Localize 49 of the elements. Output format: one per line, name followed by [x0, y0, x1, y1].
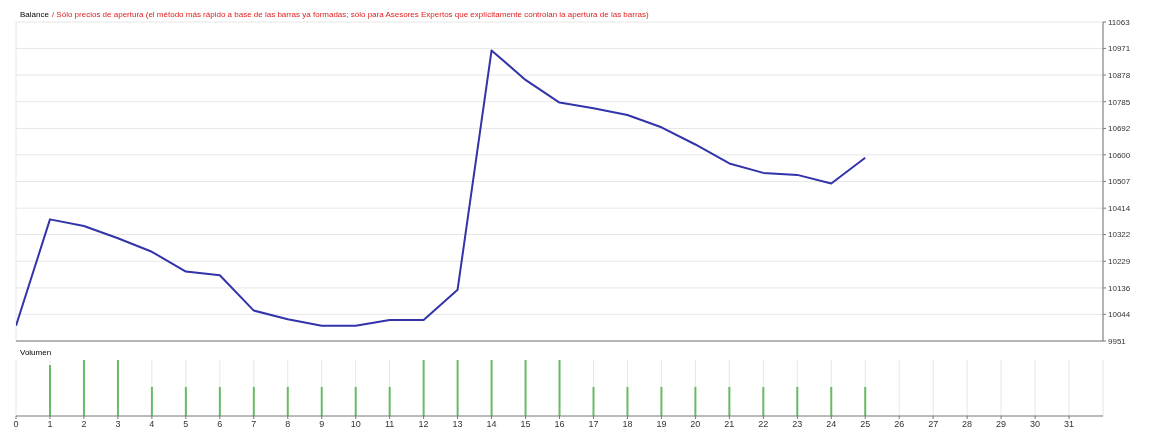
- x-tick-label: 1: [47, 419, 53, 430]
- x-tick-label: 17: [588, 419, 599, 430]
- chart-subtitle: / Sólo precios de apertura (el método más rápido a base de las barras ya formadas; sólo para Asesores Expertos que explícitamente controlan la apertura de las barras): [51, 10, 649, 19]
- y-tick-label: 10507: [1108, 177, 1131, 187]
- x-tick-label: 2: [81, 419, 87, 430]
- y-tick-label: 10878: [1108, 70, 1131, 80]
- x-tick-label: 31: [1064, 419, 1075, 430]
- y-tick-label: 10136: [1108, 283, 1131, 293]
- line-series: [16, 49, 867, 327]
- x-tick-label: 30: [1030, 419, 1041, 430]
- y-tick-label: 10229: [1108, 257, 1131, 267]
- y-tick-label: 9951: [1108, 336, 1127, 346]
- x-tick-label: 3: [115, 419, 121, 430]
- y-tick-label: 10322: [1108, 230, 1131, 240]
- x-tick-label: 18: [622, 419, 633, 430]
- y-tick-label: 10971: [1108, 44, 1131, 54]
- x-tick-label: 26: [894, 419, 905, 430]
- x-tick-label: 20: [690, 419, 701, 430]
- y-tick-label: 10785: [1108, 97, 1131, 107]
- x-tick-label: 19: [656, 419, 667, 430]
- x-tick-label: 7: [251, 419, 257, 430]
- x-tick-label: 29: [996, 419, 1007, 430]
- x-tick-label: 4: [149, 419, 155, 430]
- x-tick-label: 13: [452, 419, 463, 430]
- y-tick-label: 11063: [1108, 17, 1131, 27]
- y-tick-label: 10414: [1108, 204, 1131, 214]
- x-tick-label: 9: [319, 419, 325, 430]
- x-tick-label: 8: [285, 419, 291, 430]
- x-tick-label: 11: [384, 419, 395, 430]
- x-tick-label: 6: [217, 419, 223, 430]
- x-tick-label: 5: [183, 419, 189, 430]
- x-tick-label: 27: [928, 419, 939, 430]
- x-tick-label: 24: [826, 419, 837, 430]
- x-tick-label: 16: [554, 419, 565, 430]
- x-tick-label: 22: [758, 419, 769, 430]
- x-tick-label: 10: [350, 419, 361, 430]
- x-tick-label: 21: [724, 419, 735, 430]
- y-tick-label: 10600: [1108, 150, 1131, 160]
- chart-title: Balance: [20, 10, 49, 19]
- x-tick-label: 12: [418, 419, 429, 430]
- chart-title: Volumen: [20, 348, 52, 357]
- x-tick-label: 14: [486, 419, 497, 430]
- x-tick-label: 28: [962, 419, 973, 430]
- x-tick-label: 0: [13, 419, 19, 430]
- x-tick-label: 23: [792, 419, 803, 430]
- y-tick-label: 10044: [1108, 310, 1131, 320]
- x-tick-label: 25: [860, 419, 871, 430]
- x-tick-label: 15: [520, 419, 531, 430]
- y-tick-label: 10692: [1108, 124, 1131, 134]
